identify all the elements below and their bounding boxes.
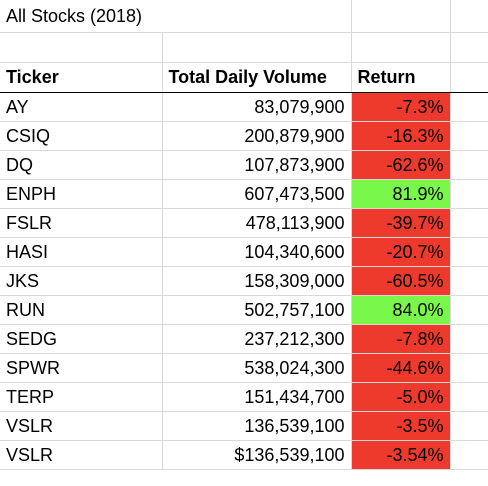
empty-cell[interactable] bbox=[450, 440, 488, 470]
table-row: SPWR 538,024,300 -44.6% bbox=[0, 353, 488, 383]
ticker-cell[interactable]: FSLR bbox=[0, 208, 163, 238]
ticker-cell[interactable]: JKS bbox=[0, 266, 163, 296]
empty-cell[interactable] bbox=[450, 0, 488, 33]
ticker-cell[interactable]: TERP bbox=[0, 382, 163, 412]
table-row: VSLR $136,539,100 -3.54% bbox=[0, 440, 488, 470]
return-cell[interactable]: -60.5% bbox=[351, 266, 451, 296]
ticker-cell[interactable]: SEDG bbox=[0, 324, 163, 354]
empty-cell[interactable] bbox=[351, 0, 451, 33]
volume-cell[interactable]: 478,113,900 bbox=[162, 208, 352, 238]
ticker-cell[interactable]: DQ bbox=[0, 150, 163, 180]
volume-cell[interactable]: 83,079,900 bbox=[162, 92, 352, 122]
header-ticker: Ticker bbox=[6, 67, 59, 87]
ticker-cell[interactable]: VSLR bbox=[0, 411, 163, 441]
return-cell[interactable]: -7.8% bbox=[351, 324, 451, 354]
header-ticker-cell[interactable]: Ticker bbox=[0, 62, 163, 93]
header-row: Ticker Total Daily Volume Return bbox=[0, 62, 488, 93]
table-row: ENPH 607,473,500 81.9% bbox=[0, 179, 488, 209]
header-volume-cell[interactable]: Total Daily Volume bbox=[162, 62, 352, 93]
return-cell[interactable]: -39.7% bbox=[351, 208, 451, 238]
volume-cell[interactable]: 136,539,100 bbox=[162, 411, 352, 441]
volume-cell[interactable]: $136,539,100 bbox=[162, 440, 352, 470]
blank-row bbox=[0, 32, 488, 63]
header-return-cell[interactable]: Return bbox=[351, 62, 451, 93]
table-row: HASI 104,340,600 -20.7% bbox=[0, 237, 488, 267]
empty-cell[interactable] bbox=[450, 266, 488, 296]
return-cell[interactable]: -20.7% bbox=[351, 237, 451, 267]
table-row: TERP 151,434,700 -5.0% bbox=[0, 382, 488, 412]
empty-cell[interactable] bbox=[450, 32, 488, 63]
empty-cell[interactable] bbox=[450, 353, 488, 383]
volume-cell[interactable]: 607,473,500 bbox=[162, 179, 352, 209]
ticker-cell[interactable]: VSLR bbox=[0, 440, 163, 470]
empty-cell[interactable] bbox=[450, 179, 488, 209]
sheet-title: All Stocks (2018) bbox=[6, 5, 143, 26]
return-cell[interactable]: -7.3% bbox=[351, 92, 451, 122]
empty-cell[interactable] bbox=[450, 237, 488, 267]
table-row: DQ 107,873,900 -62.6% bbox=[0, 150, 488, 180]
ticker-cell[interactable]: RUN bbox=[0, 295, 163, 325]
volume-cell[interactable]: 237,212,300 bbox=[162, 324, 352, 354]
ticker-cell[interactable]: AY bbox=[0, 92, 163, 122]
return-cell[interactable]: -3.5% bbox=[351, 411, 451, 441]
empty-cell[interactable] bbox=[450, 121, 488, 151]
table-row: CSIQ 200,879,900 -16.3% bbox=[0, 121, 488, 151]
volume-cell[interactable]: 502,757,100 bbox=[162, 295, 352, 325]
volume-cell[interactable]: 107,873,900 bbox=[162, 150, 352, 180]
empty-cell[interactable] bbox=[450, 92, 488, 122]
ticker-cell[interactable]: HASI bbox=[0, 237, 163, 267]
table-row: SEDG 237,212,300 -7.8% bbox=[0, 324, 488, 354]
table-row: JKS 158,309,000 -60.5% bbox=[0, 266, 488, 296]
empty-cell[interactable] bbox=[450, 295, 488, 325]
stock-table: All Stocks (2018) Ticker Total Daily Vol… bbox=[0, 0, 488, 470]
empty-cell[interactable] bbox=[351, 32, 451, 63]
return-cell[interactable]: -3.54% bbox=[351, 440, 451, 470]
empty-cell[interactable] bbox=[450, 324, 488, 354]
return-cell[interactable]: -5.0% bbox=[351, 382, 451, 412]
empty-cell[interactable] bbox=[450, 62, 488, 93]
empty-cell[interactable] bbox=[450, 208, 488, 238]
return-cell[interactable]: 81.9% bbox=[351, 179, 451, 209]
title-row: All Stocks (2018) bbox=[0, 0, 488, 33]
ticker-cell[interactable]: ENPH bbox=[0, 179, 163, 209]
ticker-cell[interactable]: CSIQ bbox=[0, 121, 163, 151]
return-cell[interactable]: 84.0% bbox=[351, 295, 451, 325]
return-cell[interactable]: -44.6% bbox=[351, 353, 451, 383]
volume-cell[interactable]: 151,434,700 bbox=[162, 382, 352, 412]
volume-cell[interactable]: 158,309,000 bbox=[162, 266, 352, 296]
volume-cell[interactable]: 104,340,600 bbox=[162, 237, 352, 267]
table-row: FSLR 478,113,900 -39.7% bbox=[0, 208, 488, 238]
empty-cell[interactable] bbox=[450, 382, 488, 412]
return-cell[interactable]: -62.6% bbox=[351, 150, 451, 180]
empty-cell[interactable] bbox=[162, 32, 352, 63]
empty-cell[interactable] bbox=[450, 411, 488, 441]
ticker-cell[interactable]: SPWR bbox=[0, 353, 163, 383]
empty-cell[interactable] bbox=[162, 0, 352, 33]
header-return: Return bbox=[357, 67, 416, 87]
volume-cell[interactable]: 200,879,900 bbox=[162, 121, 352, 151]
sheet-title-cell[interactable]: All Stocks (2018) bbox=[0, 0, 162, 33]
header-volume: Total Daily Volume bbox=[168, 67, 327, 87]
table-row: RUN 502,757,100 84.0% bbox=[0, 295, 488, 325]
return-cell[interactable]: -16.3% bbox=[351, 121, 451, 151]
table-row: VSLR 136,539,100 -3.5% bbox=[0, 411, 488, 441]
empty-cell[interactable] bbox=[450, 150, 488, 180]
empty-cell[interactable] bbox=[0, 32, 163, 63]
volume-cell[interactable]: 538,024,300 bbox=[162, 353, 352, 383]
table-row: AY 83,079,900 -7.3% bbox=[0, 92, 488, 122]
